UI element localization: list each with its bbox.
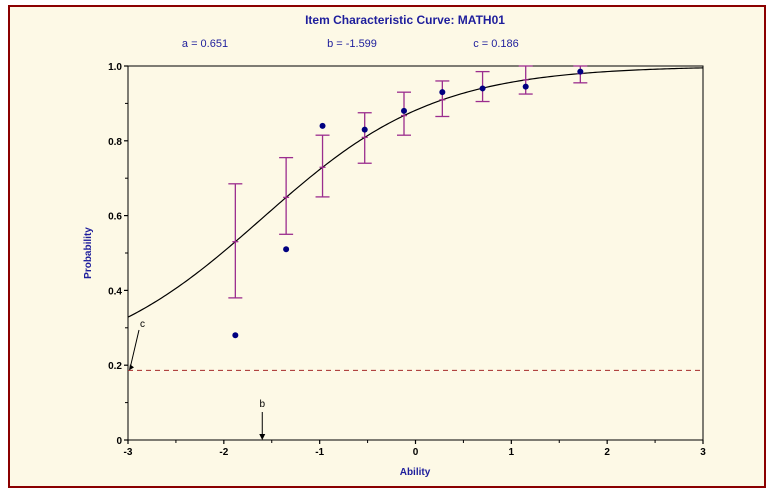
plot-border [127,65,704,441]
param-c: c = 0.186 [473,38,519,50]
x-tick-label: 0 [413,447,419,458]
x-tick-label: 3 [700,447,706,458]
observed-point [361,126,368,133]
observed-point [319,122,326,129]
x-tick-label: 2 [604,447,610,458]
observed-point [283,246,290,253]
annotation-b-arrowhead [259,434,266,440]
plot-area: 0 0.2 0.4 0.6 0.8 1.0 -3 -2 -1 0 1 2 3 c b [108,62,706,458]
x-axis-label: Ability [400,467,431,478]
observed-point [439,89,446,96]
param-b: b = -1.599 [327,38,377,50]
annotation-b-label: b [259,399,265,410]
y-tick-label: 0.4 [108,286,122,297]
x-tick-label: 1 [509,447,515,458]
chart-frame [8,5,766,488]
observed-point [479,85,486,92]
annotation-c-label: c [140,319,145,330]
x-tick-label: -2 [219,447,228,458]
observed-point [232,332,239,339]
observed-point [577,68,584,75]
annotation-c-arrowhead [129,364,134,371]
annotation-c-arrow [129,329,140,369]
y-tick-label: 0.2 [108,361,122,372]
chart-title: Item Characteristic Curve: MATH01 [305,13,505,27]
y-tick-label: 0.8 [108,137,122,148]
y-tick-label: 0 [116,436,122,447]
observed-point [401,107,407,114]
param-a: a = 0.651 [182,38,228,50]
y-tick-label: 0.6 [108,212,122,223]
icc-curve [127,67,704,318]
observed-point [522,83,529,90]
y-tick-label: 1.0 [108,62,122,73]
x-tick-label: -1 [315,447,324,458]
y-axis-label: Probability [83,227,94,279]
x-tick-label: -3 [124,447,133,458]
